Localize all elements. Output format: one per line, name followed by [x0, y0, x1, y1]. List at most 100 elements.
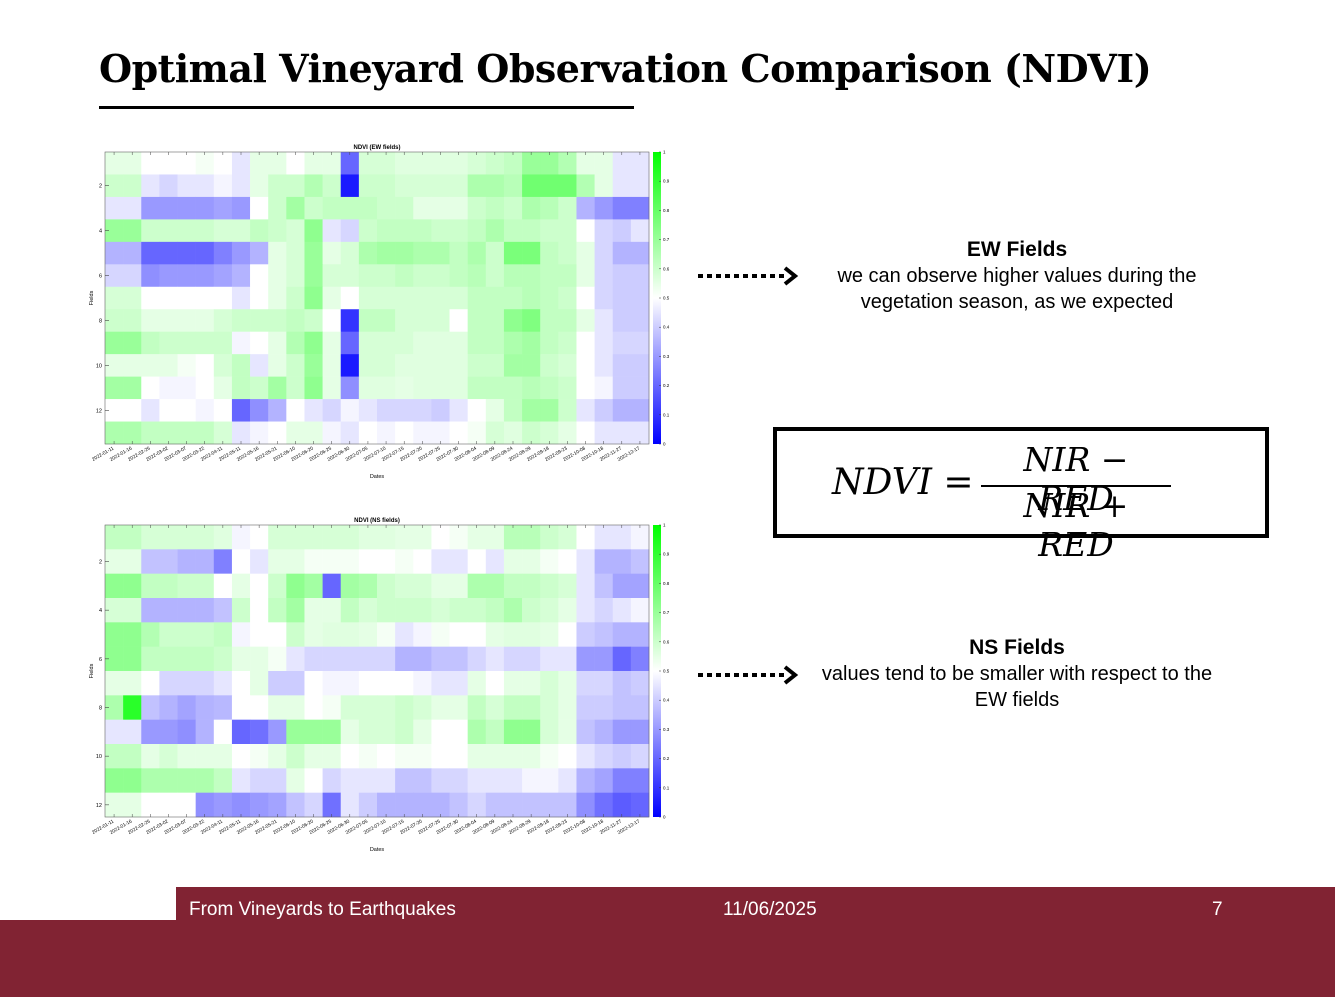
- heatmap-cell: [177, 719, 196, 745]
- heatmap-cell: [558, 354, 577, 377]
- heatmap-cell: [449, 622, 468, 647]
- colorbar-tick-label: 0.6: [663, 639, 670, 644]
- heatmap-cell: [195, 622, 215, 647]
- heatmap-cell: [431, 598, 450, 623]
- heatmap-cell: [213, 331, 233, 355]
- heatmap-cell: [141, 646, 160, 672]
- heatmap-cell: [630, 549, 650, 574]
- heatmap-cell: [105, 671, 124, 696]
- heatmap-cell: [413, 744, 432, 769]
- heatmap-cell: [195, 241, 215, 265]
- heatmap-cell: [522, 219, 541, 243]
- heatmap-cell: [522, 573, 541, 599]
- heatmap-cell: [540, 768, 559, 793]
- heatmap-cell: [467, 719, 487, 745]
- heatmap-cell: [431, 768, 450, 793]
- heatmap-cell: [395, 152, 414, 175]
- ew-note: EW Fields we can observe higher values d…: [807, 237, 1227, 315]
- heatmap-cell: [503, 309, 523, 332]
- heatmap-cell: [231, 354, 251, 377]
- heatmap-cell: [177, 286, 196, 310]
- heatmap-cell: [630, 264, 650, 288]
- heatmap-cell: [268, 399, 287, 422]
- heatmap-cell: [503, 671, 523, 696]
- heatmap-cell: [377, 219, 396, 243]
- heatmap-cell: [159, 744, 178, 769]
- heatmap-cell: [503, 219, 523, 243]
- heatmap-cell: [141, 719, 160, 745]
- heatmap-cell: [195, 792, 215, 818]
- heatmap-cell: [231, 695, 251, 720]
- heatmap-cell: [540, 671, 559, 696]
- heatmap-cell: [123, 792, 142, 818]
- heatmap-cell: [195, 331, 215, 355]
- heatmap-cell: [594, 376, 614, 400]
- heatmap-cell: [105, 264, 124, 288]
- heatmap-cell: [522, 695, 541, 720]
- heatmap-cell: [250, 241, 269, 265]
- heatmap-cell: [377, 744, 396, 769]
- heatmap-cell: [195, 399, 215, 422]
- heatmap-cell: [503, 376, 523, 400]
- heatmap-cell: [105, 152, 124, 175]
- heatmap-cell: [141, 286, 160, 310]
- heatmap-cell: [467, 549, 487, 574]
- heatmap-cell: [340, 331, 360, 355]
- heatmap-cell: [123, 264, 142, 288]
- heatmap-cell: [395, 219, 414, 243]
- heatmap-cell: [340, 399, 360, 422]
- heatmap-cell: [449, 354, 468, 377]
- heatmap-cell: [413, 792, 432, 818]
- heatmap-cell: [159, 241, 178, 265]
- heatmap-cell: [141, 421, 160, 445]
- heatmap-cell: [250, 768, 269, 793]
- heatmap-cell: [123, 421, 142, 445]
- heatmap-cell: [522, 768, 541, 793]
- heatmap-cell: [467, 376, 487, 400]
- heatmap-cell: [322, 573, 342, 599]
- heatmap-cell: [594, 399, 614, 422]
- heatmap-cell: [340, 671, 360, 696]
- heatmap-cell: [576, 286, 595, 310]
- heatmap-cell: [231, 573, 251, 599]
- heatmap-cell: [467, 241, 487, 265]
- heatmap-cell: [395, 241, 414, 265]
- heatmap-cell: [195, 286, 215, 310]
- colorbar-tick-label: 0.4: [663, 698, 670, 703]
- heatmap-cell: [522, 671, 541, 696]
- heatmap-cell: [231, 219, 251, 243]
- heatmap-cell: [377, 286, 396, 310]
- heatmap-cell: [304, 671, 323, 696]
- heatmap-cell: [268, 598, 287, 623]
- ns-note: NS Fields values tend to be smaller with…: [807, 635, 1227, 713]
- heatmap-cell: [431, 174, 450, 198]
- heatmap-cell: [413, 598, 432, 623]
- heatmap-cell: [340, 354, 360, 377]
- heatmap-cell: [250, 598, 269, 623]
- heatmap-cell: [304, 376, 323, 400]
- heatmap-cell: [213, 196, 233, 220]
- heatmap-cell: [105, 549, 124, 574]
- heatmap-cell: [177, 768, 196, 793]
- heatmap-cell: [522, 241, 541, 265]
- heatmap-cell: [467, 573, 487, 599]
- heatmap-cell: [485, 671, 505, 696]
- heatmap-cell: [177, 309, 196, 332]
- heatmap-cell: [105, 768, 124, 793]
- heatmap-cell: [268, 695, 287, 720]
- heatmap-cell: [340, 376, 360, 400]
- heatmap-cell: [594, 152, 614, 175]
- heatmap-cell: [558, 196, 577, 220]
- heatmap-cell: [358, 286, 378, 310]
- heatmap-cell: [413, 264, 432, 288]
- heatmap-cell: [358, 719, 378, 745]
- heatmap-cell: [322, 399, 342, 422]
- heatmap-cell: [123, 196, 142, 220]
- heatmap-cell: [304, 354, 323, 377]
- heatmap-cell: [141, 174, 160, 198]
- heatmap-cell: [612, 573, 632, 599]
- heatmap-cell: [322, 264, 342, 288]
- heatmap-cell: [304, 174, 323, 198]
- heatmap-cell: [377, 768, 396, 793]
- heatmap-cell: [268, 525, 287, 550]
